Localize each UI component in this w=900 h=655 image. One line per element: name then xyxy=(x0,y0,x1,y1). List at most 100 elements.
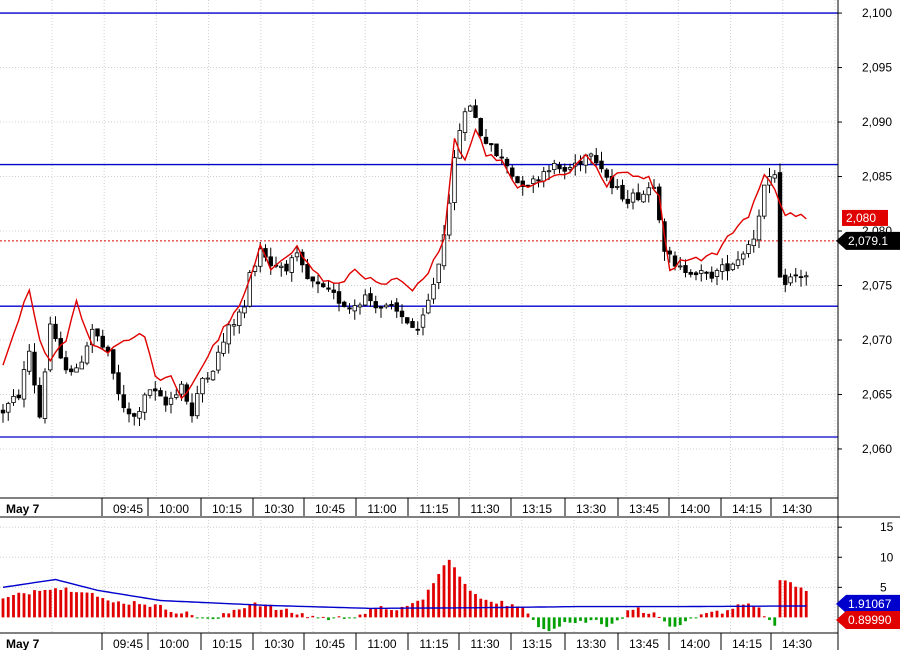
y-tick-label: 2,090 xyxy=(862,115,892,129)
histogram-bar xyxy=(237,609,241,618)
histogram-bar xyxy=(6,597,10,618)
candle-body xyxy=(111,349,116,374)
histogram-bar xyxy=(332,617,336,619)
x-tick-label: 14:15 xyxy=(732,502,762,516)
candle-body xyxy=(42,371,48,419)
ma-value-text: 2,080 xyxy=(846,211,876,225)
moving-average-line xyxy=(2,127,807,400)
candle-body xyxy=(336,291,342,304)
histogram-bar xyxy=(710,611,714,618)
histogram-bar xyxy=(594,617,598,620)
histogram-bar xyxy=(652,612,656,618)
x-tick-label: 13:15 xyxy=(522,502,552,516)
histogram-bar xyxy=(621,617,624,619)
candle-body xyxy=(788,276,793,284)
y-tick-label: 2,060 xyxy=(862,442,892,456)
histogram-bar xyxy=(678,617,682,626)
histogram-bar xyxy=(1,598,5,618)
histogram-bar xyxy=(27,594,31,618)
histogram-bar xyxy=(405,605,409,618)
histogram-bar xyxy=(369,609,372,618)
histogram-bar xyxy=(778,580,782,618)
histogram-bar xyxy=(726,610,729,618)
histogram-bar xyxy=(337,616,341,618)
x-tick-label: 11:00 xyxy=(367,502,396,516)
candle-body xyxy=(615,186,620,188)
candle-body xyxy=(636,192,641,201)
candle-body xyxy=(174,394,179,398)
x-tick-label: 13:30 xyxy=(576,502,606,516)
candle-body xyxy=(310,276,315,282)
histogram-bar xyxy=(720,613,724,618)
histogram-bar xyxy=(69,591,73,618)
histogram-bar xyxy=(484,599,488,618)
candle-body xyxy=(447,202,452,236)
sub-x-tick-label: 10:30 xyxy=(264,637,294,650)
histogram-bar xyxy=(395,610,399,618)
candle-body xyxy=(620,184,625,200)
candle-body xyxy=(578,160,583,165)
histogram-bar xyxy=(442,565,446,618)
candle-body xyxy=(331,289,336,293)
candle-body xyxy=(221,341,226,354)
histogram-bar xyxy=(495,603,498,618)
candle-body xyxy=(510,167,515,177)
histogram-bar xyxy=(342,617,346,619)
candle-body xyxy=(168,397,174,405)
sub-x-tick-label: 10:15 xyxy=(212,637,242,650)
candle-body xyxy=(426,299,431,314)
histogram-bar xyxy=(416,600,420,618)
sub-x-tick-label: 10:45 xyxy=(315,637,345,650)
candle-body xyxy=(720,264,725,272)
x-tick-label: 09:45 xyxy=(113,502,143,516)
candle-body xyxy=(326,287,331,290)
price-badge xyxy=(836,231,900,250)
histogram-bar xyxy=(636,607,640,618)
candle-body xyxy=(594,155,599,164)
candle-body xyxy=(452,157,457,204)
candle-body xyxy=(777,172,783,278)
candle-body xyxy=(699,270,704,274)
candle-body xyxy=(431,283,436,300)
candle-body xyxy=(21,369,27,400)
histogram-bar xyxy=(799,587,803,618)
signal-value-text: 1.91067 xyxy=(848,597,892,611)
histogram-bar xyxy=(127,604,131,618)
candle-body xyxy=(798,276,804,279)
sub-x-tick-label: 14:00 xyxy=(680,637,710,650)
histogram-bar xyxy=(206,617,210,619)
histogram-bar xyxy=(306,617,309,619)
candle-body xyxy=(63,357,69,371)
histogram-bar xyxy=(80,592,84,618)
histogram-bar xyxy=(227,613,231,618)
histogram-bar xyxy=(201,617,204,619)
candle-body xyxy=(347,307,352,310)
y-tick-label: 2,095 xyxy=(862,61,892,75)
signal-line xyxy=(2,578,807,610)
histogram-bar xyxy=(374,608,378,618)
candle-body xyxy=(126,408,132,415)
sub-x-tick-label: 11:00 xyxy=(367,637,396,650)
histogram-bar xyxy=(731,608,735,618)
candle-body xyxy=(373,301,378,309)
candle-body xyxy=(520,180,525,187)
histogram-bar xyxy=(232,609,236,618)
candle-body xyxy=(69,368,74,373)
candle-body xyxy=(226,324,231,345)
candle-body xyxy=(16,394,21,399)
candle-body xyxy=(216,351,221,371)
histogram-bar xyxy=(290,612,294,618)
histogram-bar xyxy=(474,594,477,618)
candle-body xyxy=(27,350,32,372)
histogram-bar xyxy=(274,609,278,618)
candle-body xyxy=(756,215,762,241)
histogram-bar xyxy=(657,616,661,618)
histogram-bar xyxy=(600,617,603,625)
histogram-bar xyxy=(22,593,26,618)
candle-body xyxy=(494,143,499,157)
candle-body xyxy=(546,170,552,173)
histogram-bar xyxy=(216,617,220,619)
candle-body xyxy=(641,193,646,203)
histogram-bar xyxy=(148,606,152,618)
candle-body xyxy=(683,265,688,273)
